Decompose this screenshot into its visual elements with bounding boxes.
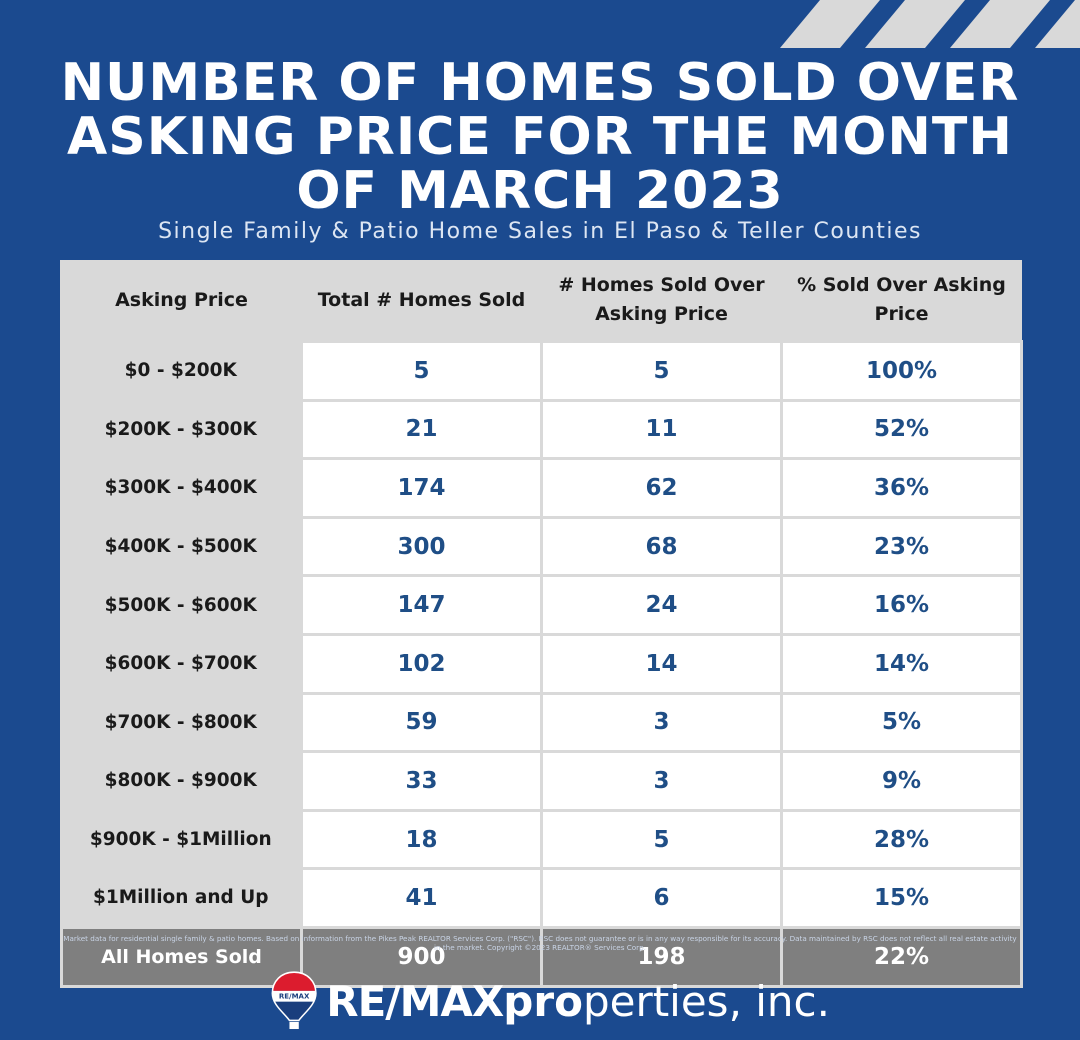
sold-over-asking-sum-cell: 198 [540, 925, 783, 988]
svg-text:RE/MAX: RE/MAX [279, 993, 310, 1001]
table-row: $400K - $500K 300 68 23% [61, 515, 1023, 578]
hot-air-balloon-icon: RE/MAX [271, 971, 317, 1030]
total-sold-cell: 174 [300, 457, 543, 519]
sold-over-asking-cell: 62 [540, 457, 783, 519]
decorative-stripes [780, 0, 1080, 48]
table-row: $1Million and Up 41 6 15% [61, 867, 1023, 929]
header-total-homes-sold: Total # Homes Sold [301, 260, 542, 342]
percent-over-asking-cell: 5% [780, 691, 1023, 754]
brand-rest: perties, inc. [582, 976, 830, 1026]
total-label-cell: All Homes Sold [60, 925, 303, 988]
table-row: $300K - $400K 174 62 36% [61, 457, 1023, 519]
percent-over-asking-cell: 16% [780, 574, 1023, 636]
sold-over-asking-cell: 24 [540, 574, 783, 636]
table-row: $500K - $600K 147 24 16% [61, 574, 1023, 636]
asking-price-cell: $500K - $600K [61, 575, 302, 635]
page-title: NUMBER OF HOMES SOLD OVER ASKING PRICE F… [60, 53, 1020, 221]
table-row: $200K - $300K 21 11 52% [61, 398, 1023, 461]
asking-price-cell: $700K - $800K [61, 693, 302, 752]
header-percent-sold-over-asking: % Sold Over Asking Price [781, 260, 1022, 342]
total-sold-cell: 33 [300, 750, 543, 812]
sold-over-asking-cell: 68 [540, 515, 783, 578]
page-subtitle: Single Family & Patio Home Sales in El P… [158, 219, 922, 244]
asking-price-cell: $200K - $300K [61, 400, 302, 459]
total-sold-cell: 5 [300, 340, 543, 402]
total-sold-cell: 59 [300, 691, 543, 754]
asking-price-cell: $1Million and Up [61, 868, 302, 928]
asking-price-cell: $400K - $500K [61, 517, 302, 576]
total-sold-cell: 41 [300, 867, 543, 929]
asking-price-cell: $300K - $400K [61, 458, 302, 518]
brand-remax: RE/MAX [326, 976, 504, 1026]
total-sold-cell: 18 [300, 808, 543, 871]
homes-sold-table: Asking Price Total # Homes Sold # Homes … [60, 260, 1023, 988]
table-header-row: Asking Price Total # Homes Sold # Homes … [61, 260, 1022, 342]
table-row: $900K - $1Million 18 5 28% [61, 808, 1023, 871]
sold-over-asking-cell: 5 [540, 340, 783, 402]
table-row: $0 - $200K 5 5 100% [61, 340, 1023, 402]
total-sold-cell: 21 [300, 398, 543, 461]
sold-over-asking-cell: 14 [540, 632, 783, 695]
asking-price-cell: $900K - $1Million [61, 810, 302, 869]
percent-over-asking-cell: 100% [780, 340, 1023, 402]
homes-sold-table-container: Asking Price Total # Homes Sold # Homes … [60, 260, 1023, 988]
percent-over-asking-cell: 15% [780, 867, 1023, 929]
brand-pro: pro [503, 976, 583, 1026]
percent-over-asking-total-cell: 22% [780, 925, 1023, 988]
sold-over-asking-cell: 3 [540, 750, 783, 812]
header-homes-sold-over-asking: # Homes Sold Over Asking Price [541, 260, 782, 342]
sold-over-asking-cell: 11 [540, 398, 783, 461]
table-row: $800K - $900K 33 3 9% [61, 750, 1023, 812]
percent-over-asking-cell: 28% [780, 808, 1023, 871]
total-sold-cell: 147 [300, 574, 543, 636]
percent-over-asking-cell: 9% [780, 750, 1023, 812]
asking-price-cell: $800K - $900K [61, 751, 302, 811]
percent-over-asking-cell: 14% [780, 632, 1023, 695]
table-row: $600K - $700K 102 14 14% [61, 632, 1023, 695]
disclaimer-text: Market data for residential single famil… [63, 934, 1017, 952]
total-sold-sum-cell: 900 [300, 925, 543, 988]
total-sold-cell: 300 [300, 515, 543, 578]
header-asking-price: Asking Price [61, 260, 302, 342]
sold-over-asking-cell: 6 [540, 867, 783, 929]
brand-name: RE/MAXproperties, inc. [326, 977, 830, 1026]
asking-price-cell: $0 - $200K [61, 341, 302, 401]
asking-price-cell: $600K - $700K [61, 634, 302, 694]
sold-over-asking-cell: 5 [540, 808, 783, 871]
percent-over-asking-cell: 36% [780, 457, 1023, 519]
sold-over-asking-cell: 3 [540, 691, 783, 754]
percent-over-asking-cell: 23% [780, 515, 1023, 578]
percent-over-asking-cell: 52% [780, 398, 1023, 461]
total-sold-cell: 102 [300, 632, 543, 695]
table-total-row: All Homes Sold 900 198 22% [60, 925, 1023, 988]
remax-logo: RE/MAX RE/MAXproperties, inc. [270, 962, 830, 1040]
table-row: $700K - $800K 59 3 5% [61, 691, 1023, 754]
